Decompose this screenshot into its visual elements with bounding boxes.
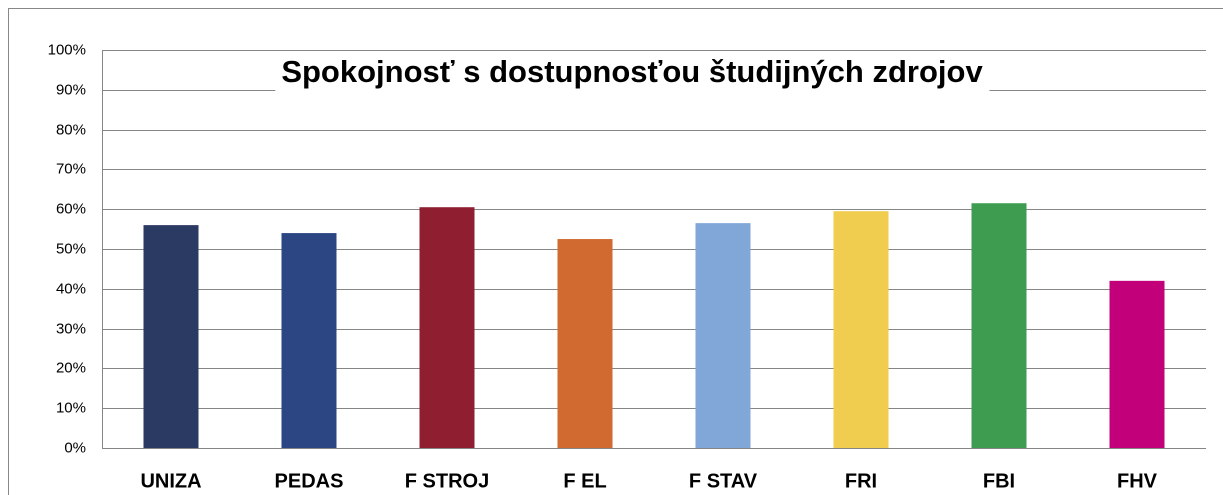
x-tick-label: F STROJ (405, 470, 489, 492)
marks (143, 203, 1165, 448)
bar (695, 223, 751, 448)
y-tick-label: 100% (48, 41, 86, 58)
x-tick-label: UNIZA (140, 470, 201, 492)
y-tick-label: 30% (56, 320, 86, 337)
y-tick-label: 80% (56, 121, 86, 138)
x-tick-label: PEDAS (275, 470, 344, 492)
y-tick-label: 90% (56, 81, 86, 98)
x-tick-label: FHV (1117, 470, 1158, 492)
y-tick-label: 70% (56, 160, 86, 177)
x-tick-label: F EL (563, 470, 606, 492)
bar (419, 207, 475, 448)
y-tick-label: 10% (56, 399, 86, 416)
x-tick-label: FRI (845, 470, 877, 492)
x-tick-label: F STAV (689, 470, 758, 492)
bar (833, 211, 889, 448)
y-tick-label: 50% (56, 240, 86, 257)
y-tick-label: 0% (64, 439, 86, 456)
bar (557, 239, 613, 448)
bar (143, 225, 199, 448)
bar (1109, 280, 1165, 448)
y-tick-label: 20% (56, 359, 86, 376)
title-background (275, 52, 990, 92)
chart-title: Spokojnosť s dostupnosťou študijných zdr… (281, 54, 983, 89)
bar (281, 233, 337, 448)
y-tick-label: 40% (56, 280, 86, 297)
x-tick-label: FBI (983, 470, 1015, 492)
bar (971, 203, 1027, 448)
y-tick-label: 60% (56, 200, 86, 217)
